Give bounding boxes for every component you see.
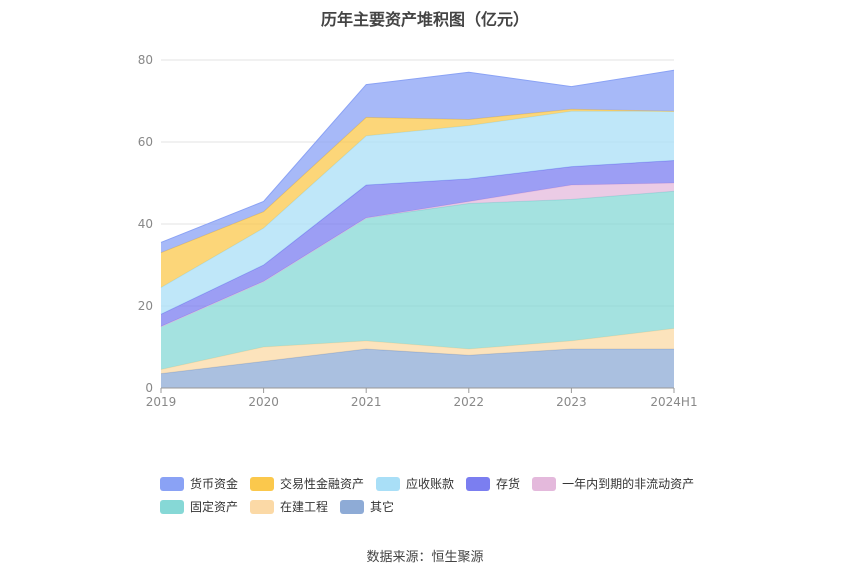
legend-label: 固定资产 xyxy=(190,500,239,514)
legend-swatch xyxy=(160,499,184,514)
legend-label: 其它 xyxy=(370,500,395,514)
legend-swatch xyxy=(250,476,275,491)
x-tick-label: 2024H1 xyxy=(650,395,697,409)
axes: 0 20 40 60 80 2019 2020 2021 2022 2023 2024H1 xyxy=(138,53,698,409)
legend-swatch xyxy=(376,476,401,491)
legend-label: 交易性金融资产 xyxy=(280,477,365,491)
series-area xyxy=(161,70,674,253)
series-area xyxy=(161,328,674,374)
chart-title: 历年主要资产堆积图（亿元） xyxy=(320,10,529,29)
legend-label: 一年内到期的非流动资产 xyxy=(562,477,695,491)
x-tick-label: 2019 xyxy=(146,395,177,409)
legend: 货币资金 交易性金融资产 应收账款 存货 一年内到期的非流动资产固定资产 在建工程 其它 xyxy=(160,472,740,518)
legend-row: 货币资金 交易性金融资产 应收账款 存货 一年内到期的非流动资产 xyxy=(160,472,740,495)
legend-label: 在建工程 xyxy=(280,500,329,514)
series-area xyxy=(161,111,674,315)
series-areas xyxy=(160,69,675,388)
series-area xyxy=(161,191,674,370)
series-area xyxy=(161,160,674,327)
legend-item[interactable]: 货币资金 xyxy=(160,475,238,492)
legend-swatch xyxy=(532,476,557,491)
legend-item[interactable]: 交易性金融资产 xyxy=(250,475,364,492)
x-tick-label: 2022 xyxy=(454,395,485,409)
series-area xyxy=(161,349,674,388)
legend-label: 存货 xyxy=(496,477,521,491)
legend-item[interactable]: 固定资产 xyxy=(160,498,238,515)
y-tick-label: 60 xyxy=(138,135,153,149)
legend-item[interactable]: 其它 xyxy=(340,498,394,515)
legend-label: 货币资金 xyxy=(190,477,239,491)
series-line xyxy=(160,69,675,243)
legend-swatch xyxy=(340,499,365,514)
x-tick-label: 2021 xyxy=(351,395,382,409)
y-tick-label: 80 xyxy=(138,53,153,67)
data-source-note: 数据来源：恒生聚源 xyxy=(366,550,484,565)
y-tick-label: 0 xyxy=(145,381,153,395)
x-tick-label: 2023 xyxy=(556,395,587,409)
legend-item[interactable]: 一年内到期的非流动资产 xyxy=(532,475,694,492)
series-line xyxy=(160,108,675,254)
x-tick-label: 2020 xyxy=(248,395,279,409)
legend-swatch xyxy=(466,476,491,491)
y-tick-label: 20 xyxy=(138,299,153,313)
legend-swatch xyxy=(250,499,275,514)
legend-item[interactable]: 在建工程 xyxy=(250,498,328,515)
legend-item[interactable]: 存货 xyxy=(466,475,520,492)
legend-swatch xyxy=(160,476,184,491)
y-tick-label: 40 xyxy=(138,217,153,231)
legend-item[interactable]: 应收账款 xyxy=(376,475,454,492)
legend-row: 固定资产 在建工程 其它 xyxy=(160,495,740,518)
legend-label: 应收账款 xyxy=(406,477,455,491)
